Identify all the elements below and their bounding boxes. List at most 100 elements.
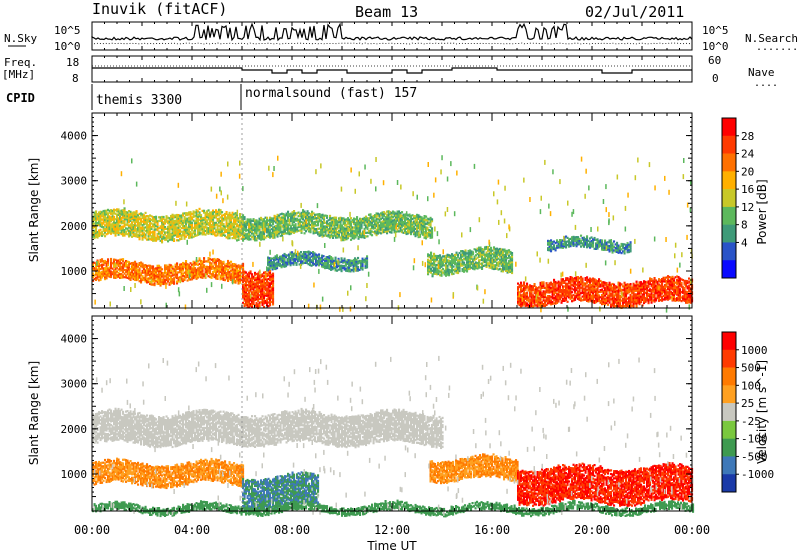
data-cell	[170, 218, 173, 221]
data-cell	[305, 217, 308, 220]
data-cell	[365, 231, 368, 234]
data-cell	[505, 259, 508, 262]
data-cell	[236, 214, 239, 217]
data-cell	[170, 278, 173, 281]
data-cell	[123, 234, 126, 237]
data-cell	[210, 229, 213, 232]
data-cell	[321, 235, 324, 238]
data-cell	[360, 218, 363, 221]
data-cell	[426, 221, 429, 224]
data-cell	[200, 217, 203, 220]
data-cell	[132, 224, 135, 227]
data-cell	[107, 223, 110, 226]
data-cell	[179, 265, 182, 268]
data-cell	[303, 228, 306, 231]
data-cell	[225, 212, 228, 215]
data-cell	[119, 226, 122, 229]
data-cell	[411, 223, 414, 226]
data-cell	[200, 214, 203, 217]
data-cell	[185, 261, 188, 264]
data-cell	[281, 225, 284, 228]
data-cell	[294, 230, 297, 233]
data-cell	[195, 277, 198, 280]
data-cell	[341, 237, 344, 240]
data-cell	[143, 219, 146, 222]
data-cell	[170, 220, 173, 223]
data-cell	[366, 222, 369, 225]
data-cell	[101, 274, 104, 277]
data-cell	[357, 228, 360, 231]
data-cell	[141, 269, 144, 272]
data-cell	[318, 213, 321, 216]
data-cell	[135, 219, 138, 222]
data-cell	[152, 216, 155, 219]
data-cell	[161, 273, 164, 276]
data-cell	[390, 222, 393, 225]
data-cell	[141, 224, 144, 227]
data-cell	[162, 281, 165, 284]
data-cell	[108, 220, 111, 223]
data-cell	[272, 219, 275, 222]
data-cell	[129, 216, 132, 219]
data-cell	[308, 219, 311, 222]
data-cell	[162, 226, 165, 229]
data-cell	[134, 277, 137, 280]
data-cell	[140, 217, 143, 220]
data-cell	[237, 220, 240, 223]
data-cell	[278, 232, 281, 235]
data-cell	[395, 216, 398, 219]
data-cell	[140, 279, 143, 282]
data-cell	[138, 262, 141, 265]
data-cell	[416, 222, 419, 225]
data-cell	[188, 234, 191, 238]
data-cell	[162, 273, 165, 277]
data-cell	[204, 213, 207, 216]
data-cell	[297, 222, 300, 225]
data-cell	[287, 210, 290, 213]
data-cell	[263, 230, 266, 234]
data-cell	[111, 222, 114, 225]
data-cell	[222, 219, 225, 222]
data-cell	[425, 233, 428, 236]
data-cell	[335, 218, 338, 221]
data-cell	[378, 224, 381, 227]
data-cell	[399, 219, 402, 222]
data-cell	[320, 225, 323, 228]
data-cell	[176, 230, 179, 233]
data-cell	[92, 223, 95, 226]
data-cell	[264, 216, 267, 219]
data-cell	[526, 291, 529, 294]
data-cell	[258, 226, 261, 229]
data-cell	[132, 272, 135, 275]
data-cell	[387, 221, 390, 224]
data-cell	[343, 257, 346, 260]
data-cell	[176, 239, 179, 242]
data-cell	[257, 224, 260, 227]
data-cell	[170, 271, 173, 274]
data-cell	[272, 296, 275, 299]
data-cell	[185, 226, 188, 229]
data-cell	[408, 231, 411, 234]
data-cell	[149, 273, 152, 276]
data-cell	[281, 234, 284, 237]
data-cell	[194, 272, 197, 275]
data-cell	[173, 216, 176, 219]
data-cell	[209, 218, 212, 221]
data-cell	[210, 273, 213, 276]
data-cell	[197, 219, 200, 222]
data-cell	[162, 237, 165, 240]
data-cell	[105, 270, 108, 273]
data-cell	[105, 218, 108, 221]
data-cell	[206, 230, 209, 233]
data-cell	[104, 261, 107, 264]
data-cell	[212, 213, 215, 216]
data-cell	[167, 267, 170, 270]
data-cell	[201, 220, 204, 223]
data-cell	[368, 230, 371, 233]
data-cell	[143, 214, 146, 217]
data-cell	[419, 224, 422, 227]
data-cell	[132, 269, 135, 272]
data-cell	[414, 216, 417, 220]
data-cell	[225, 229, 228, 232]
data-cell	[117, 275, 120, 278]
